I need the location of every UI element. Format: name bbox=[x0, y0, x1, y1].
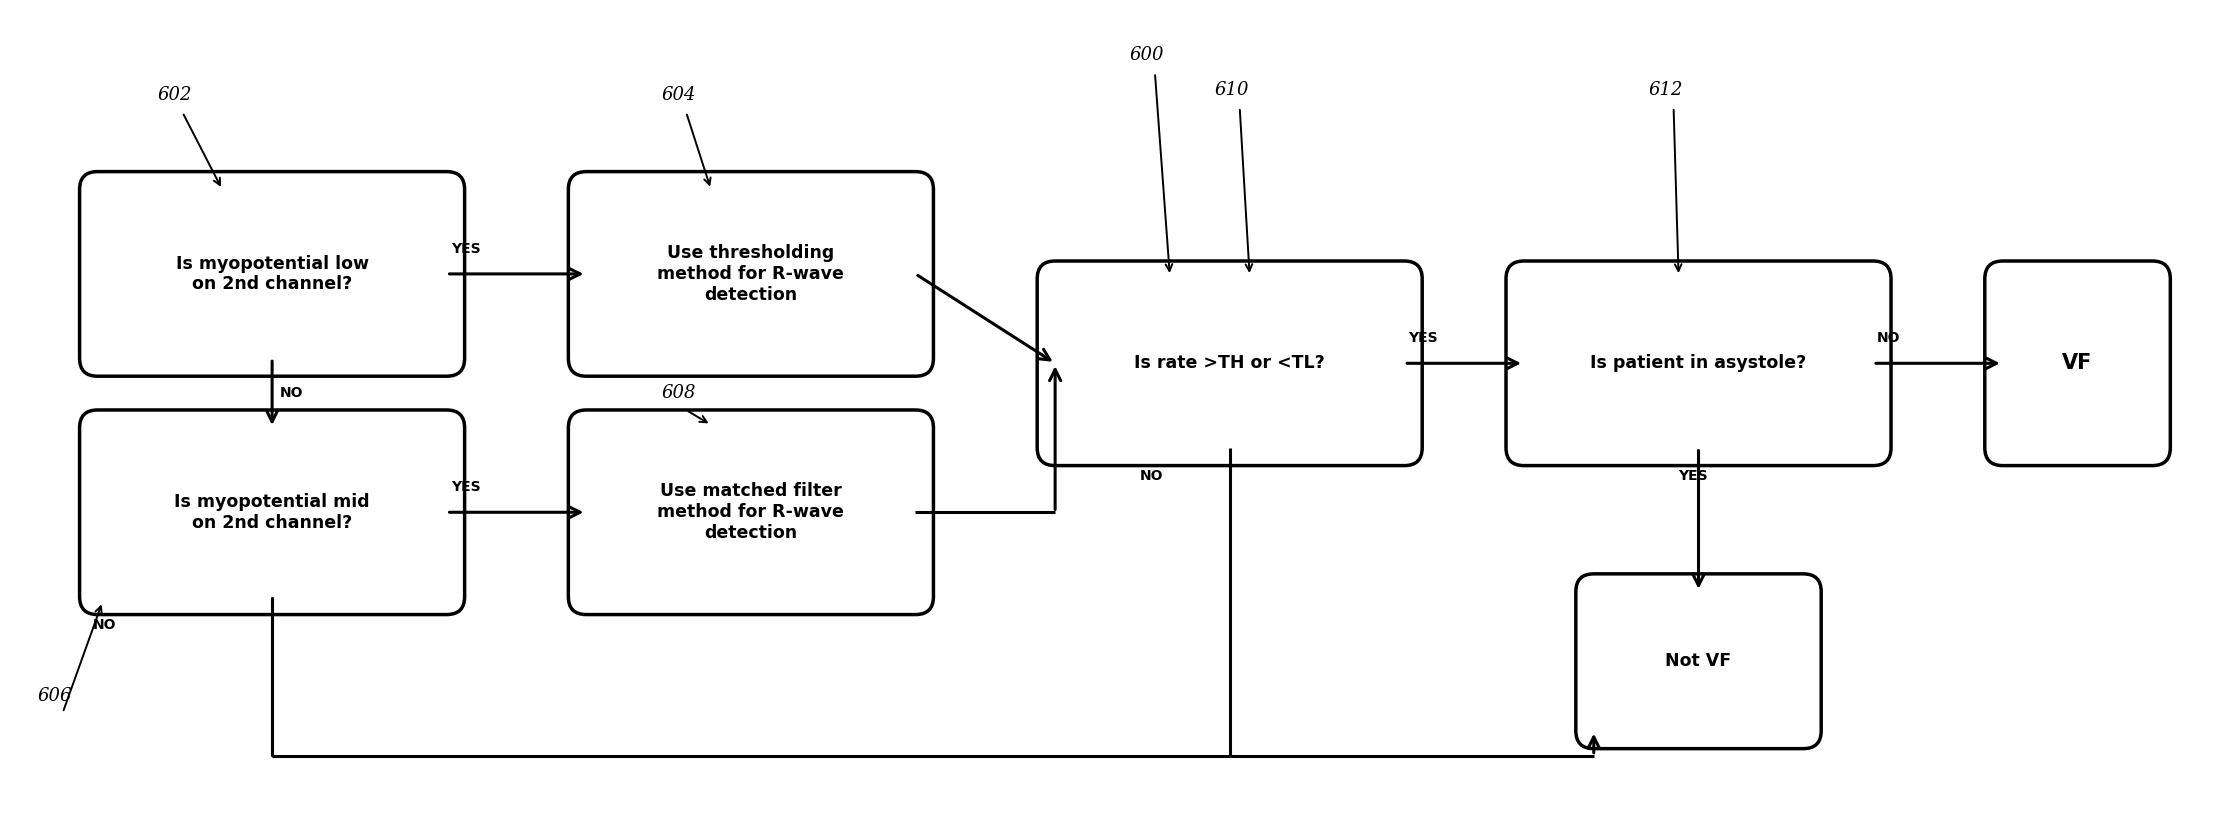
Text: Use thresholding
method for R-wave
detection: Use thresholding method for R-wave detec… bbox=[658, 244, 844, 304]
Text: VF: VF bbox=[2062, 354, 2093, 373]
FancyBboxPatch shape bbox=[1037, 261, 1422, 466]
Text: Is patient in asystole?: Is patient in asystole? bbox=[1590, 354, 1807, 372]
FancyBboxPatch shape bbox=[1575, 574, 1821, 749]
Text: YES: YES bbox=[450, 242, 481, 256]
Text: Is rate >TH or <TL?: Is rate >TH or <TL? bbox=[1134, 354, 1325, 372]
Text: NO: NO bbox=[93, 618, 115, 632]
Text: 604: 604 bbox=[660, 86, 696, 104]
Text: NO: NO bbox=[1876, 332, 1900, 346]
Text: 602: 602 bbox=[157, 86, 193, 104]
Text: Use matched filter
method for R-wave
detection: Use matched filter method for R-wave det… bbox=[658, 482, 844, 542]
Text: 612: 612 bbox=[1648, 81, 1683, 99]
Text: Not VF: Not VF bbox=[1666, 652, 1732, 670]
Text: NO: NO bbox=[279, 386, 303, 400]
FancyBboxPatch shape bbox=[80, 172, 465, 376]
Text: 606: 606 bbox=[38, 687, 73, 705]
FancyBboxPatch shape bbox=[569, 172, 933, 376]
FancyBboxPatch shape bbox=[1506, 261, 1892, 466]
FancyBboxPatch shape bbox=[1985, 261, 2171, 466]
Text: NO: NO bbox=[1141, 468, 1163, 483]
FancyBboxPatch shape bbox=[80, 410, 465, 615]
Text: Is myopotential low
on 2nd channel?: Is myopotential low on 2nd channel? bbox=[175, 254, 368, 293]
Text: YES: YES bbox=[450, 480, 481, 494]
Text: 610: 610 bbox=[1214, 81, 1249, 99]
Text: YES: YES bbox=[1679, 468, 1708, 483]
Text: 608: 608 bbox=[660, 384, 696, 402]
Text: YES: YES bbox=[1409, 332, 1438, 346]
Text: 600: 600 bbox=[1130, 46, 1165, 64]
FancyBboxPatch shape bbox=[569, 410, 933, 615]
Text: Is myopotential mid
on 2nd channel?: Is myopotential mid on 2nd channel? bbox=[175, 493, 370, 532]
